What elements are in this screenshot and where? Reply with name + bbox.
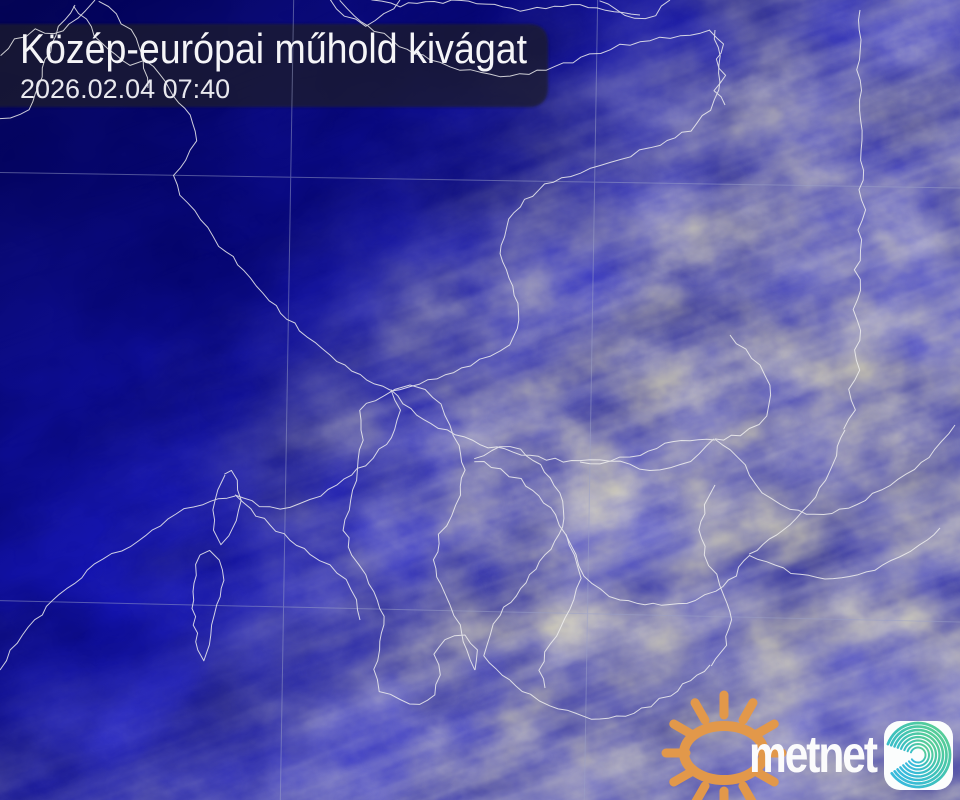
svg-text:metnet: metnet <box>749 726 878 784</box>
svg-text:2026.02.04 07:40: 2026.02.04 07:40 <box>20 74 230 104</box>
svg-text:Közép-európai műhold kivágat: Közép-európai műhold kivágat <box>20 25 527 72</box>
